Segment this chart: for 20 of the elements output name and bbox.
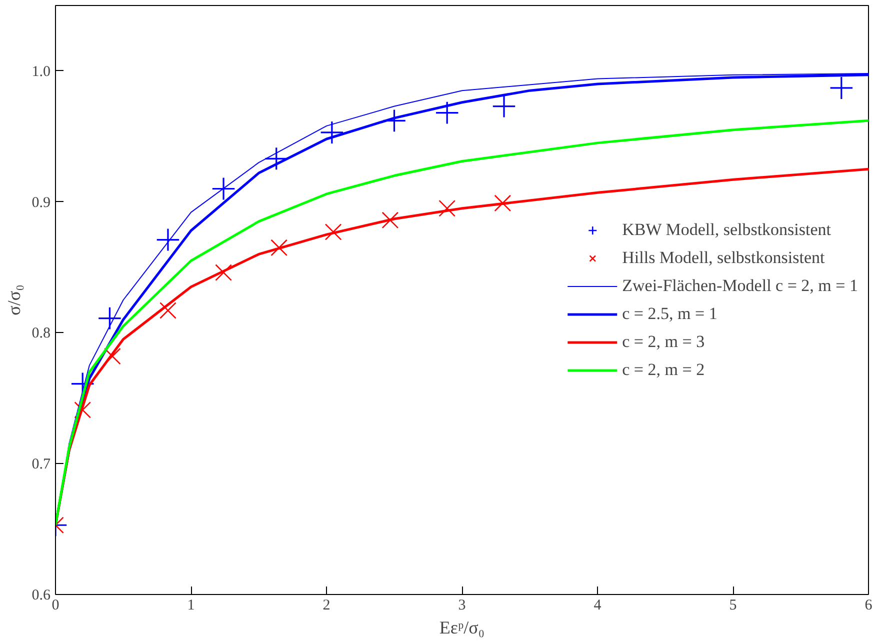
x-tick-label: 4	[594, 598, 602, 614]
legend-label: Zwei-Flächen-Modell c = 2, m = 1	[622, 276, 858, 296]
y-tick-label: 0.9	[32, 194, 50, 211]
x-tick-label: 5	[729, 598, 737, 614]
legend-label: KBW Modell, selbstkonsistent	[622, 220, 832, 240]
x-tick-label: 0	[52, 598, 60, 614]
legend-label: Hills Modell, selbstkonsistent	[622, 248, 825, 268]
x-tick-label: 1	[187, 598, 195, 614]
x-axis-title: Eεᵖ/σ₀	[439, 618, 485, 638]
legend-label: c = 2.5, m = 1	[622, 304, 718, 324]
y-axis-title: σ/σ₀	[4, 284, 24, 316]
y-tick-label: 1.0	[32, 64, 50, 80]
legend-label: c = 2, m = 2	[622, 360, 705, 380]
legend-label: c = 2, m = 3	[622, 332, 705, 352]
y-tick-label: 0.7	[32, 456, 51, 473]
x-tick-label: 6	[864, 598, 873, 614]
x-tick-label: 2	[322, 598, 330, 614]
y-tick-label: 0.8	[32, 326, 50, 342]
x-tick-label: 3	[458, 598, 466, 614]
y-tick-label: 0.6	[32, 588, 51, 604]
